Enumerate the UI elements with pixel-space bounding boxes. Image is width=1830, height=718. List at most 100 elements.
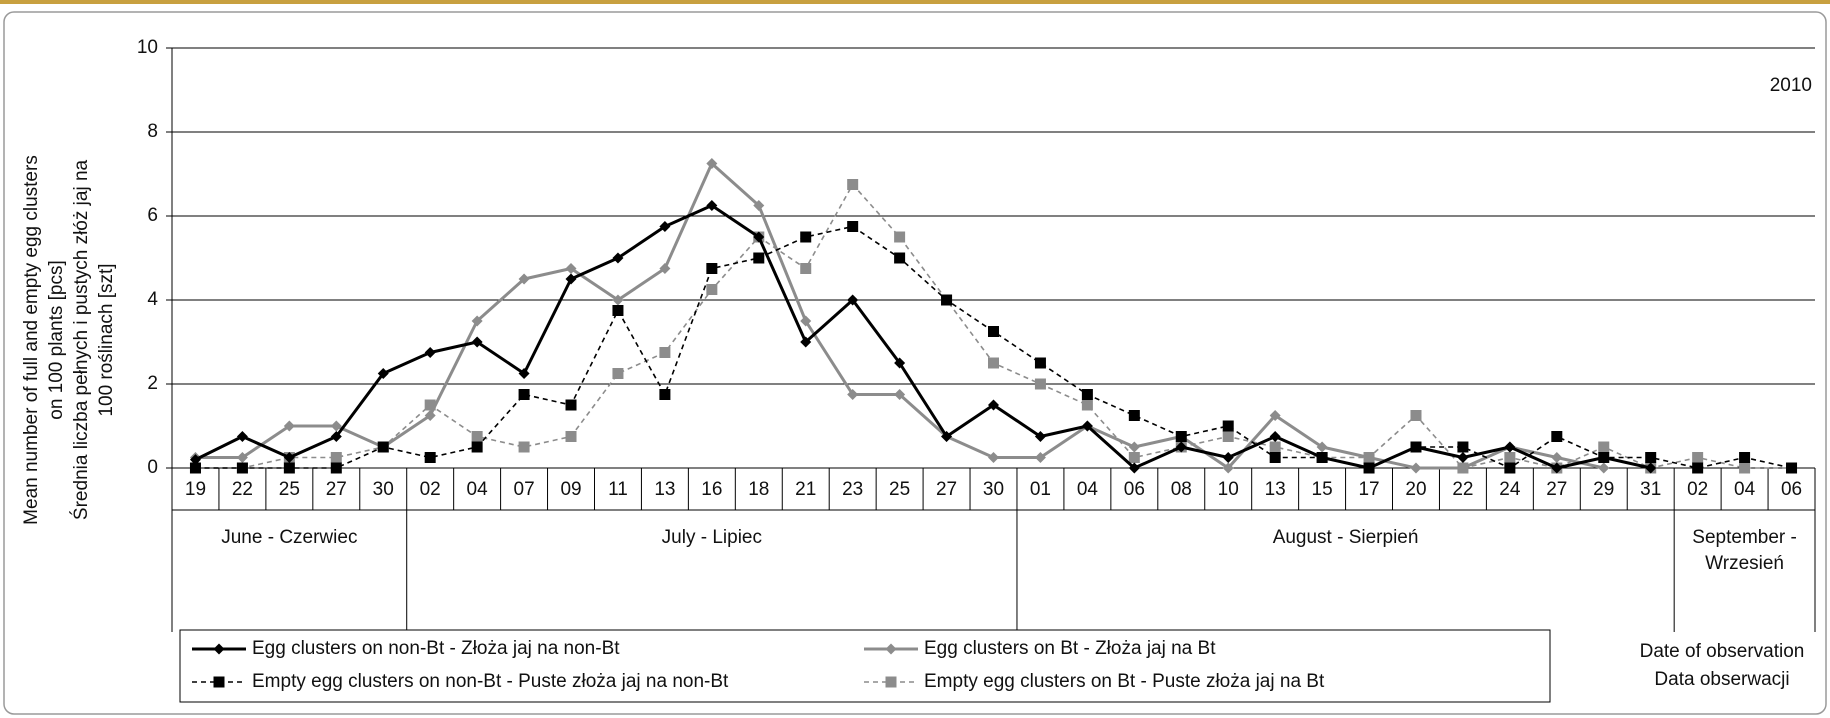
x-tick-label: 10: [1218, 479, 1239, 500]
y-axis-label: Mean number of full and empty egg cluste…: [21, 155, 117, 525]
legend-label: Empty egg clusters on non-Bt - Puste zło…: [252, 671, 729, 692]
marker: [424, 410, 436, 421]
marker: [800, 231, 812, 243]
y-tick-label: 8: [147, 121, 158, 142]
group-label: Wrzesień: [1705, 553, 1784, 574]
marker: [471, 336, 483, 348]
marker: [659, 221, 671, 232]
marker: [283, 452, 295, 463]
marker: [800, 315, 812, 327]
group-label: August - Sierpień: [1273, 527, 1419, 548]
marker: [1551, 431, 1563, 442]
y-tick-label: 0: [147, 457, 158, 478]
x-tick-label: 19: [185, 479, 206, 500]
x-tick-label: 02: [420, 479, 441, 500]
marker: [847, 221, 859, 232]
legend-marker: [213, 643, 225, 655]
marker: [800, 336, 812, 348]
marker: [988, 452, 999, 463]
marker: [565, 273, 577, 285]
x-tick-label: 04: [467, 479, 489, 500]
marker: [988, 399, 999, 411]
marker: [1034, 378, 1046, 390]
marker: [518, 441, 530, 453]
marker: [894, 389, 906, 400]
marker: [1269, 452, 1281, 463]
marker: [189, 462, 201, 474]
x-tick-label: 11: [608, 479, 628, 500]
marker: [1692, 462, 1704, 474]
marker: [894, 231, 906, 243]
marker: [565, 263, 577, 274]
x-tick-label: 25: [889, 479, 910, 500]
marker: [1128, 462, 1140, 474]
marker: [612, 305, 624, 316]
marker: [706, 200, 718, 211]
marker: [1410, 441, 1422, 453]
x-tick-label: 02: [1687, 479, 1708, 500]
marker: [518, 273, 530, 285]
x-tick-label: 18: [748, 479, 769, 500]
marker: [612, 252, 624, 264]
marker: [1081, 420, 1093, 432]
marker: [189, 454, 201, 466]
x-tick-label: 22: [1452, 479, 1473, 500]
marker: [1645, 452, 1657, 463]
marker: [1363, 462, 1375, 474]
group-label: June - Czerwiec: [221, 527, 357, 548]
legend-label: Egg clusters on non-Bt - Złoża jaj na no…: [252, 638, 620, 659]
series-line: [195, 162, 1605, 470]
marker: [753, 200, 765, 211]
top-border: [0, 0, 1830, 4]
annotation: 2010: [1770, 75, 1812, 96]
series-line: [194, 204, 1652, 470]
x-tick-label: 06: [1781, 479, 1802, 500]
marker: [518, 368, 530, 379]
x-tick-label: 01: [1030, 479, 1051, 500]
marker: [1222, 431, 1234, 442]
x-tick-label: 20: [1405, 479, 1426, 500]
x-tick-label: 23: [842, 479, 863, 500]
marker: [1081, 399, 1093, 411]
marker: [1457, 462, 1469, 474]
marker: [1410, 462, 1422, 474]
x-tick-label: 13: [654, 479, 675, 500]
marker: [565, 431, 577, 442]
x-tick-label: 04: [1734, 479, 1756, 500]
marker: [377, 368, 389, 379]
marker: [1504, 462, 1516, 474]
marker: [1598, 462, 1610, 474]
marker: [424, 399, 436, 411]
marker: [283, 420, 295, 432]
marker: [1034, 452, 1046, 463]
x-tick-label: 31: [1640, 479, 1661, 500]
marker: [330, 431, 342, 442]
x-axis-label: Data obserwacji: [1654, 669, 1789, 690]
y-label-line: on 100 plants [pcs]: [46, 260, 67, 420]
marker: [753, 252, 765, 264]
marker: [1034, 357, 1046, 369]
marker: [1316, 452, 1328, 463]
marker: [988, 326, 999, 337]
x-tick-label: 27: [936, 479, 957, 500]
marker: [659, 389, 671, 400]
marker: [659, 347, 671, 358]
marker: [1316, 441, 1328, 453]
marker: [706, 158, 718, 169]
y-label-line: Średnia liczba pełnych i pustych złóż ja…: [70, 160, 92, 521]
legend-marker: [885, 643, 897, 655]
marker: [1081, 389, 1093, 400]
y-tick-label: 2: [147, 373, 158, 394]
marker: [330, 462, 342, 474]
x-tick-label: 08: [1171, 479, 1192, 500]
marker: [706, 284, 718, 295]
marker: [1269, 431, 1281, 442]
marker: [518, 389, 530, 400]
x-tick-label: 25: [279, 479, 300, 500]
marker: [236, 462, 248, 474]
marker: [894, 252, 906, 264]
x-tick-label: 17: [1358, 479, 1379, 500]
x-tick-label: 16: [701, 479, 722, 500]
y-label-line: 100 roślinach [szt]: [96, 263, 117, 416]
